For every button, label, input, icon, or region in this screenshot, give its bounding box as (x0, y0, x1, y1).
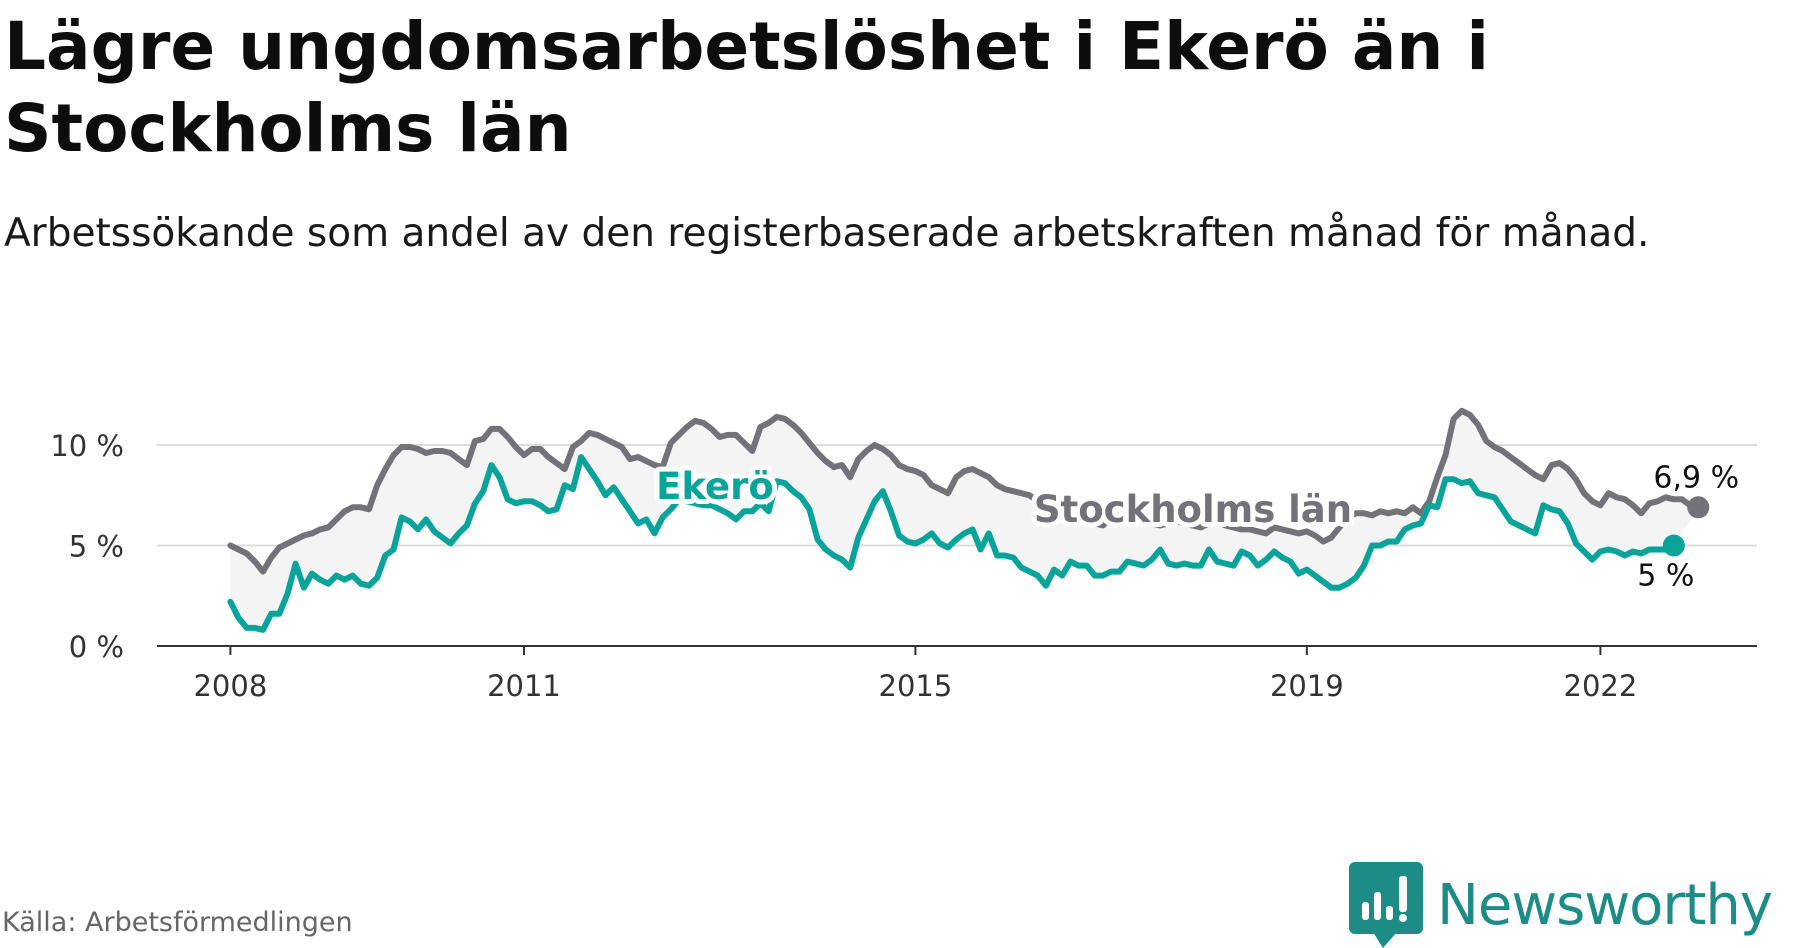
source-note: Källa: Arbetsförmedlingen (2, 907, 353, 938)
line-chart: 0 % 5 % 10 % 2008 2011 2015 2019 2022 6,9 % 5 %… (50, 407, 1757, 703)
newsworthy-logo[interactable]: Newsworthy (1349, 862, 1773, 948)
series-line-ekero (227, 454, 1677, 633)
x-axis: 2008 2011 2015 2019 2022 (193, 646, 1637, 703)
x-tick-label: 2008 (193, 669, 267, 703)
newsworthy-logo-icon (1349, 862, 1423, 948)
end-point-stockholms-lan (1687, 496, 1710, 519)
y-tick-label: 0 % (69, 630, 124, 664)
x-tick-label: 2015 (879, 669, 953, 703)
end-label-stockholms-lan: 6,9 % (1653, 460, 1739, 495)
series-label-stockholms-lan: Stockholms län (1034, 488, 1352, 531)
series-label-ekero: Ekerö (656, 465, 774, 508)
chart-title: Lägre ungdomsarbetslöshet i Ekerö än i S… (4, 8, 1489, 167)
series-labels: 6,9 % 5 % Stockholms län Ekerö (651, 457, 1742, 596)
x-tick-label: 2019 (1270, 669, 1344, 703)
x-tick-label: 2022 (1564, 669, 1638, 703)
end-label-ekero: 5 % (1637, 559, 1694, 594)
difference-band (230, 410, 1699, 630)
brand-name: Newsworthy (1437, 872, 1773, 938)
end-point-ekero (1662, 534, 1685, 557)
x-tick-label: 2011 (487, 669, 561, 703)
chart-subtitle: Arbetssökande som andel av den registerb… (4, 211, 1650, 256)
y-tick-label: 5 % (69, 530, 124, 564)
series-line-stockholms-lan (227, 407, 1702, 575)
y-axis: 0 % 5 % 10 % (50, 429, 124, 664)
y-tick-label: 10 % (50, 429, 124, 463)
